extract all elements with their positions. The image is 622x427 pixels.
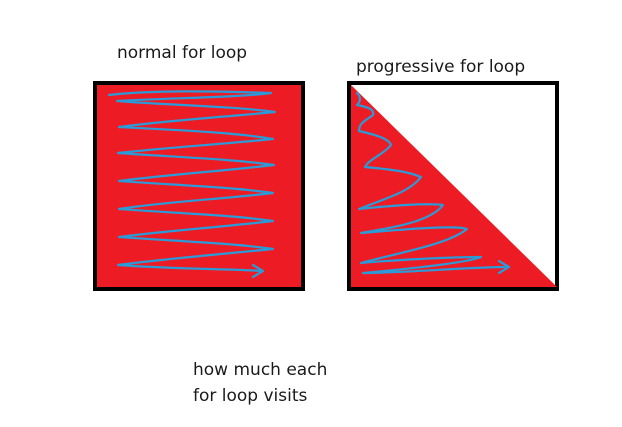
normal-for-loop-diagram: [93, 81, 305, 291]
progressive-for-loop-label: progressive for loop: [356, 57, 526, 77]
normal-for-loop-label: normal for loop: [117, 43, 248, 63]
normal-scribble-path: [107, 90, 277, 279]
caption-line-1: how much each: [193, 360, 328, 380]
progressive-filled-triangle: [351, 85, 557, 287]
progressive-scribble-path: [355, 91, 511, 275]
progressive-for-loop-diagram: [347, 81, 559, 291]
caption: how much each for loop visits: [193, 357, 327, 409]
caption-line-2: for loop visits: [193, 386, 308, 406]
